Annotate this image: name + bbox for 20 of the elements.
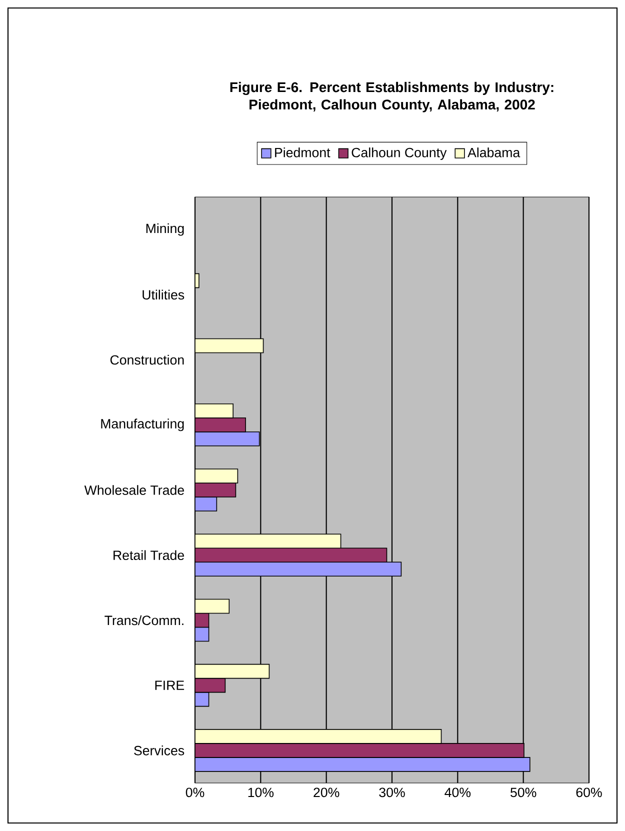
legend-label: Alabama (468, 148, 520, 158)
x-tick-label: 10% (248, 788, 274, 798)
x-tick-label: 30% (379, 788, 405, 798)
x-tick-label: 50% (510, 788, 536, 798)
y-tick-label: Retail Trade (114, 550, 184, 560)
y-tick-label: Wholesale Trade (84, 485, 184, 495)
y-tick-label: Trans/Comm. (104, 615, 184, 626)
x-tick-label: 20% (314, 788, 340, 798)
y-tick-label: FIRE (155, 680, 184, 690)
legend-label: Calhoun County (352, 148, 447, 160)
y-tick-label: Construction (110, 354, 184, 365)
x-tick-label: 60% (576, 788, 602, 798)
y-tick-label: Mining (146, 223, 184, 236)
legend-label: Piedmont (275, 148, 330, 158)
y-tick-label: Utilities (142, 290, 184, 300)
x-tick-label: 40% (444, 788, 471, 798)
y-tick-label: Manufacturing (101, 418, 184, 432)
chart-title: Figure E-6. Percent Establishments by Industry: Piedmont, Calhoun County, Alabama, 2002 (230, 82, 554, 112)
y-tick-label: Services (134, 746, 184, 756)
x-tick-label: 0% (186, 788, 204, 798)
